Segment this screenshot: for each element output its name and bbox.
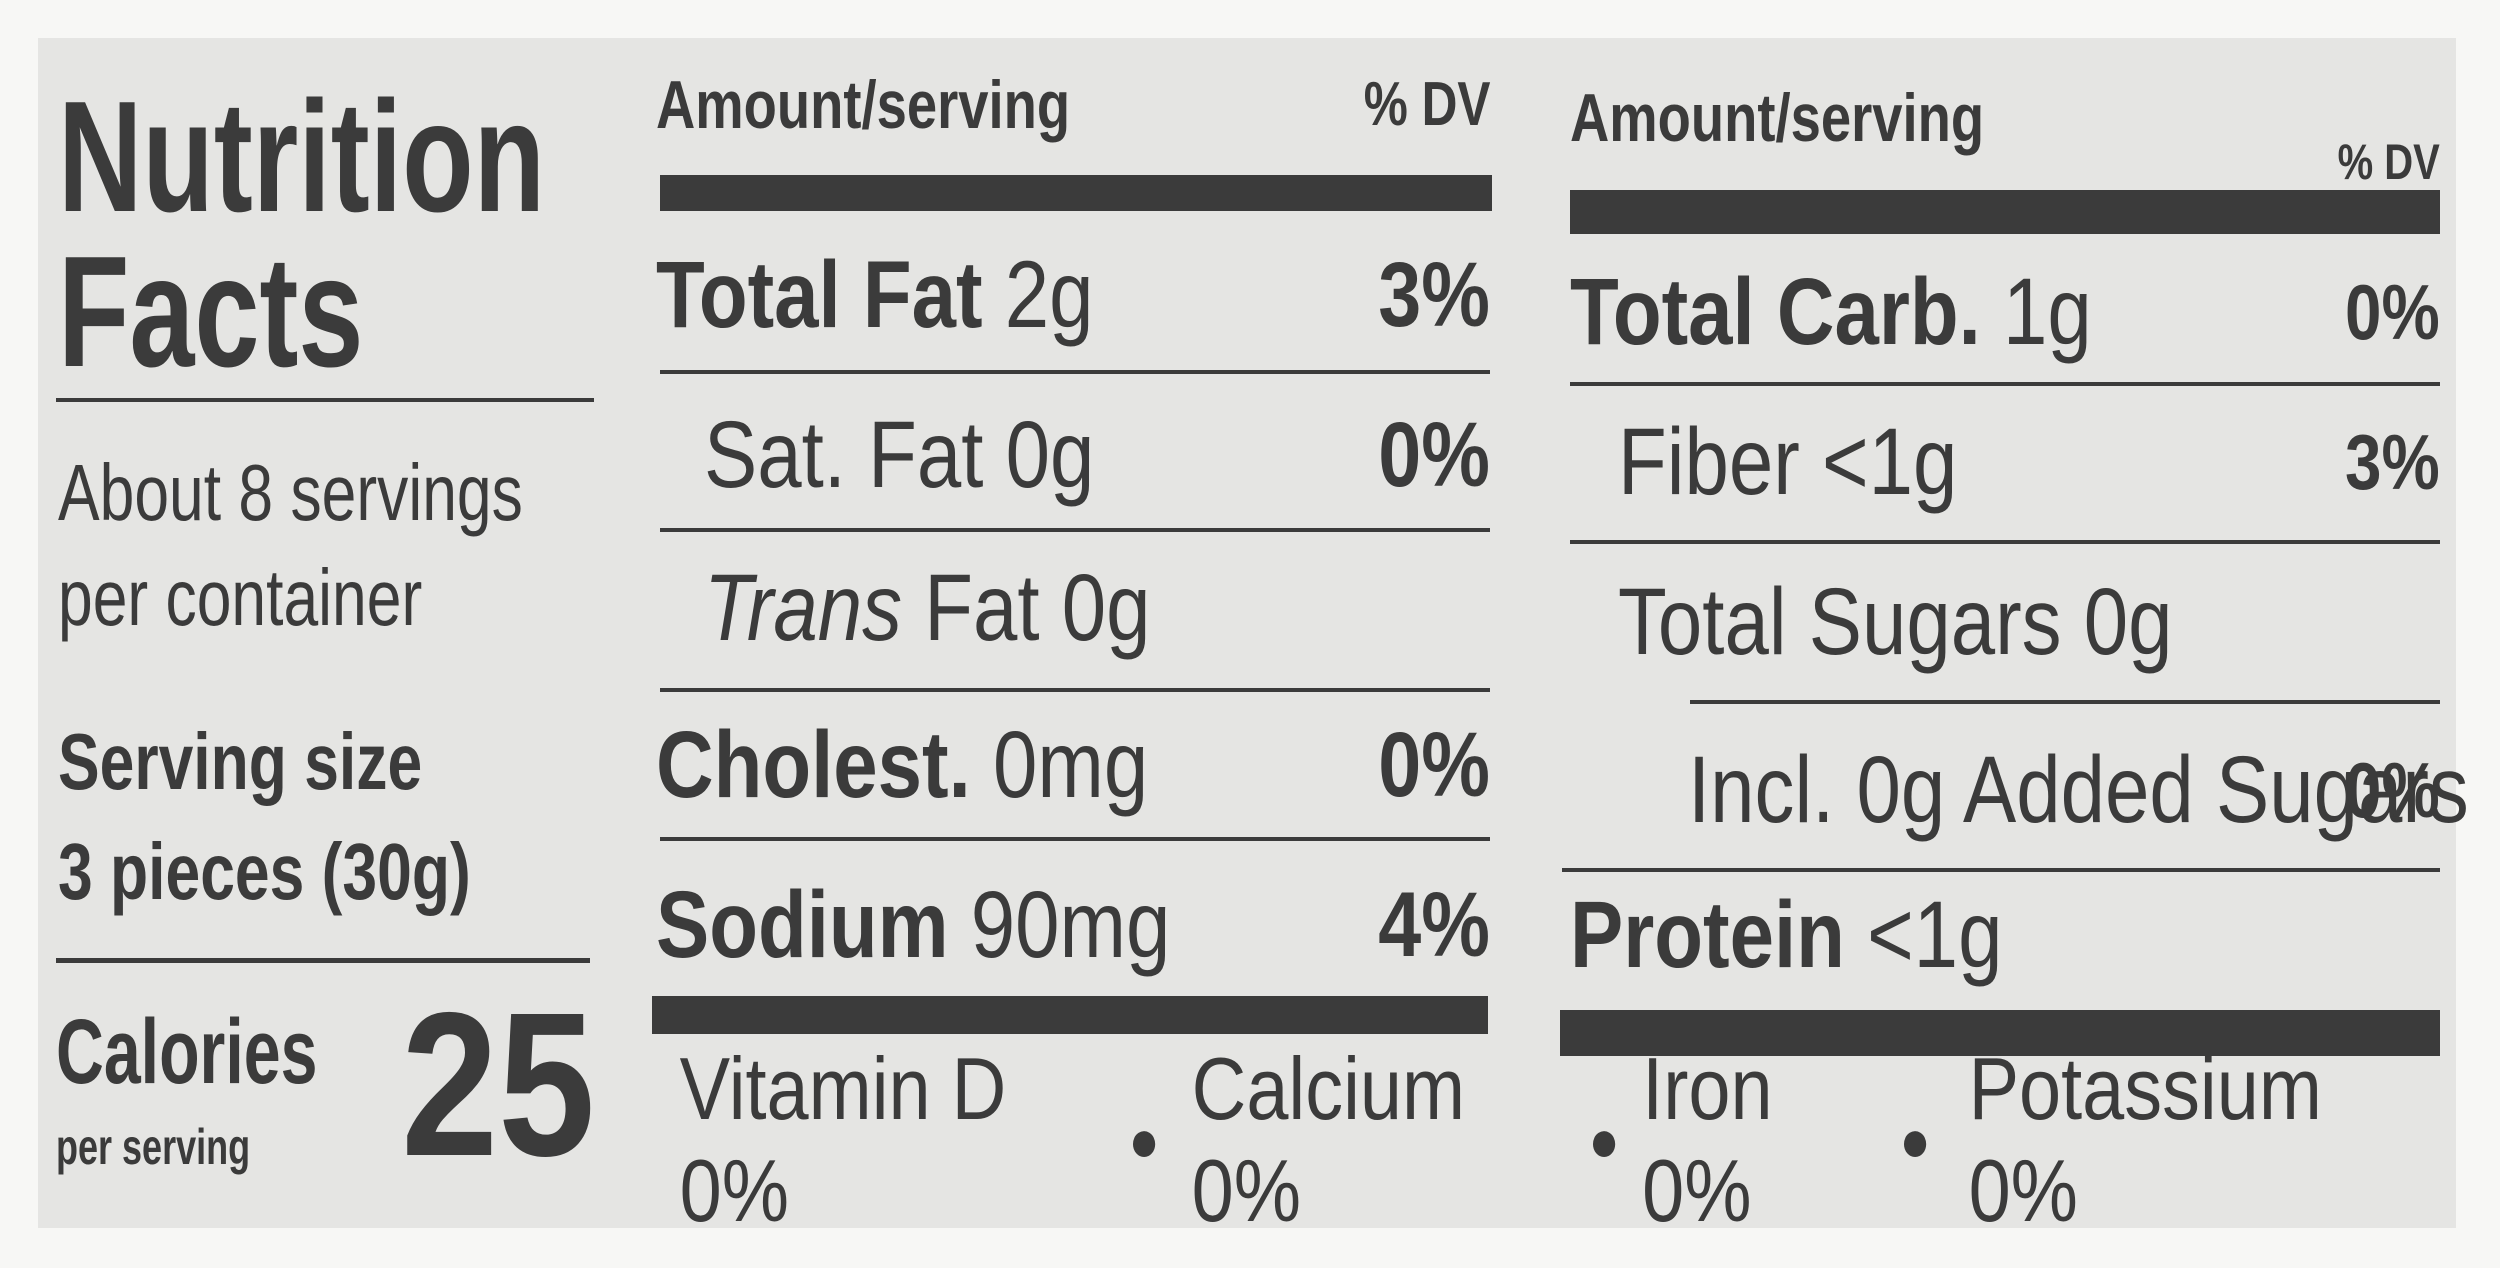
row-divider	[1562, 868, 2440, 872]
nutrient-amount: 0mg	[992, 712, 1149, 818]
daily-value: 0%	[1378, 714, 1490, 816]
bullet: ●	[1588, 1106, 1621, 1174]
daily-value: 4%	[1378, 874, 1490, 976]
nutrient-name: Incl. 0g Added Sugars	[1688, 737, 2469, 843]
daily-value: 0%	[2345, 746, 2440, 834]
vitamin: Vitamin D 0%	[679, 1039, 1007, 1240]
header-amount: Amount/serving	[1570, 80, 1985, 156]
nutrient-name: Total Carb.	[1570, 259, 1981, 365]
nutrient-row: Fiber <1g	[1618, 404, 1957, 520]
serving-size-label: Serving size	[58, 717, 423, 806]
row-divider	[660, 370, 1490, 374]
nutrient-row: Sodium 90mg	[656, 867, 1170, 983]
nutrient-name: Sat. Fat	[704, 402, 984, 508]
daily-value: 0%	[2345, 268, 2440, 356]
thick-bar	[1560, 1010, 2440, 1056]
daily-value: 3%	[1378, 244, 1490, 346]
nutrient-row: Incl. 0g Added Sugars	[1688, 732, 2469, 848]
nutrient-amount: 1g	[2003, 259, 2092, 365]
nutrient-amount: 90mg	[970, 872, 1171, 978]
nutrient-amount: 2g	[1004, 242, 1094, 348]
row-divider	[660, 837, 1490, 841]
row-divider	[1570, 382, 2440, 386]
nutrient-row: Cholest. 0mg	[656, 707, 1148, 823]
bullet: ●	[1899, 1106, 1931, 1174]
nutrient-amount: <1g	[1822, 409, 1958, 515]
nutrient-row: Protein <1g	[1570, 877, 2002, 993]
row-divider	[660, 528, 1490, 532]
row-divider	[660, 688, 1490, 692]
nutrient-name: Cholest.	[656, 712, 971, 818]
thick-bar	[1570, 190, 2440, 234]
header-dv: % DV	[1363, 70, 1490, 139]
nutrient-amount: 0g	[1005, 402, 1095, 508]
nutrient-name: Protein	[1570, 882, 1845, 988]
vitamin: Potassium 0%	[1968, 1039, 2322, 1240]
thick-bar	[660, 175, 1492, 211]
row-divider	[1690, 700, 2440, 704]
vitamins: Vitamin D 0% ● Calcium 0% ● Iron 0% ● Potassiu…	[646, 1039, 2441, 1240]
thick-bar	[652, 996, 1488, 1034]
nutrient-row: Sat. Fat 0g	[704, 397, 1094, 513]
nutrient-name: Fiber	[1618, 409, 1800, 515]
serving-size-amount: 3 pieces (30g)	[58, 827, 471, 916]
row-divider	[1570, 540, 2440, 544]
vitamin: Calcium 0%	[1192, 1039, 1466, 1240]
title: Nutrition Facts	[58, 69, 546, 400]
nutrient-name: Trans	[704, 555, 903, 661]
daily-value: 3%	[2345, 418, 2440, 506]
nutrient-amount: 0g	[2083, 569, 2173, 675]
calories-label: Calories	[56, 1001, 318, 1103]
calories-sublabel: per serving	[56, 1119, 251, 1175]
nutrient-name: Total Sugars	[1618, 569, 2062, 675]
nutrient-row: Total Carb. 1g	[1570, 254, 2092, 370]
nutrient-row: Trans Fat 0g	[704, 550, 1150, 666]
nutrient-amount: <1g	[1867, 882, 2003, 988]
calories-value: 25	[401, 970, 595, 1199]
header-dv: % DV	[2337, 134, 2440, 190]
nutrient-amount: Fat 0g	[924, 555, 1151, 661]
divider	[56, 398, 594, 402]
servings: About 8 servings per container	[58, 448, 523, 642]
vitamin: Iron 0%	[1641, 1039, 1773, 1240]
daily-value: 0%	[1378, 404, 1490, 506]
nutrient-row: Total Fat 2g	[656, 237, 1094, 353]
header-amount: Amount/serving	[656, 67, 1071, 143]
bullet: ●	[1128, 1106, 1160, 1174]
divider	[56, 958, 590, 963]
nutrient-row: Total Sugars 0g	[1618, 564, 2173, 680]
nutrient-name: Sodium	[656, 872, 949, 978]
nutrient-name: Total Fat	[656, 242, 983, 348]
